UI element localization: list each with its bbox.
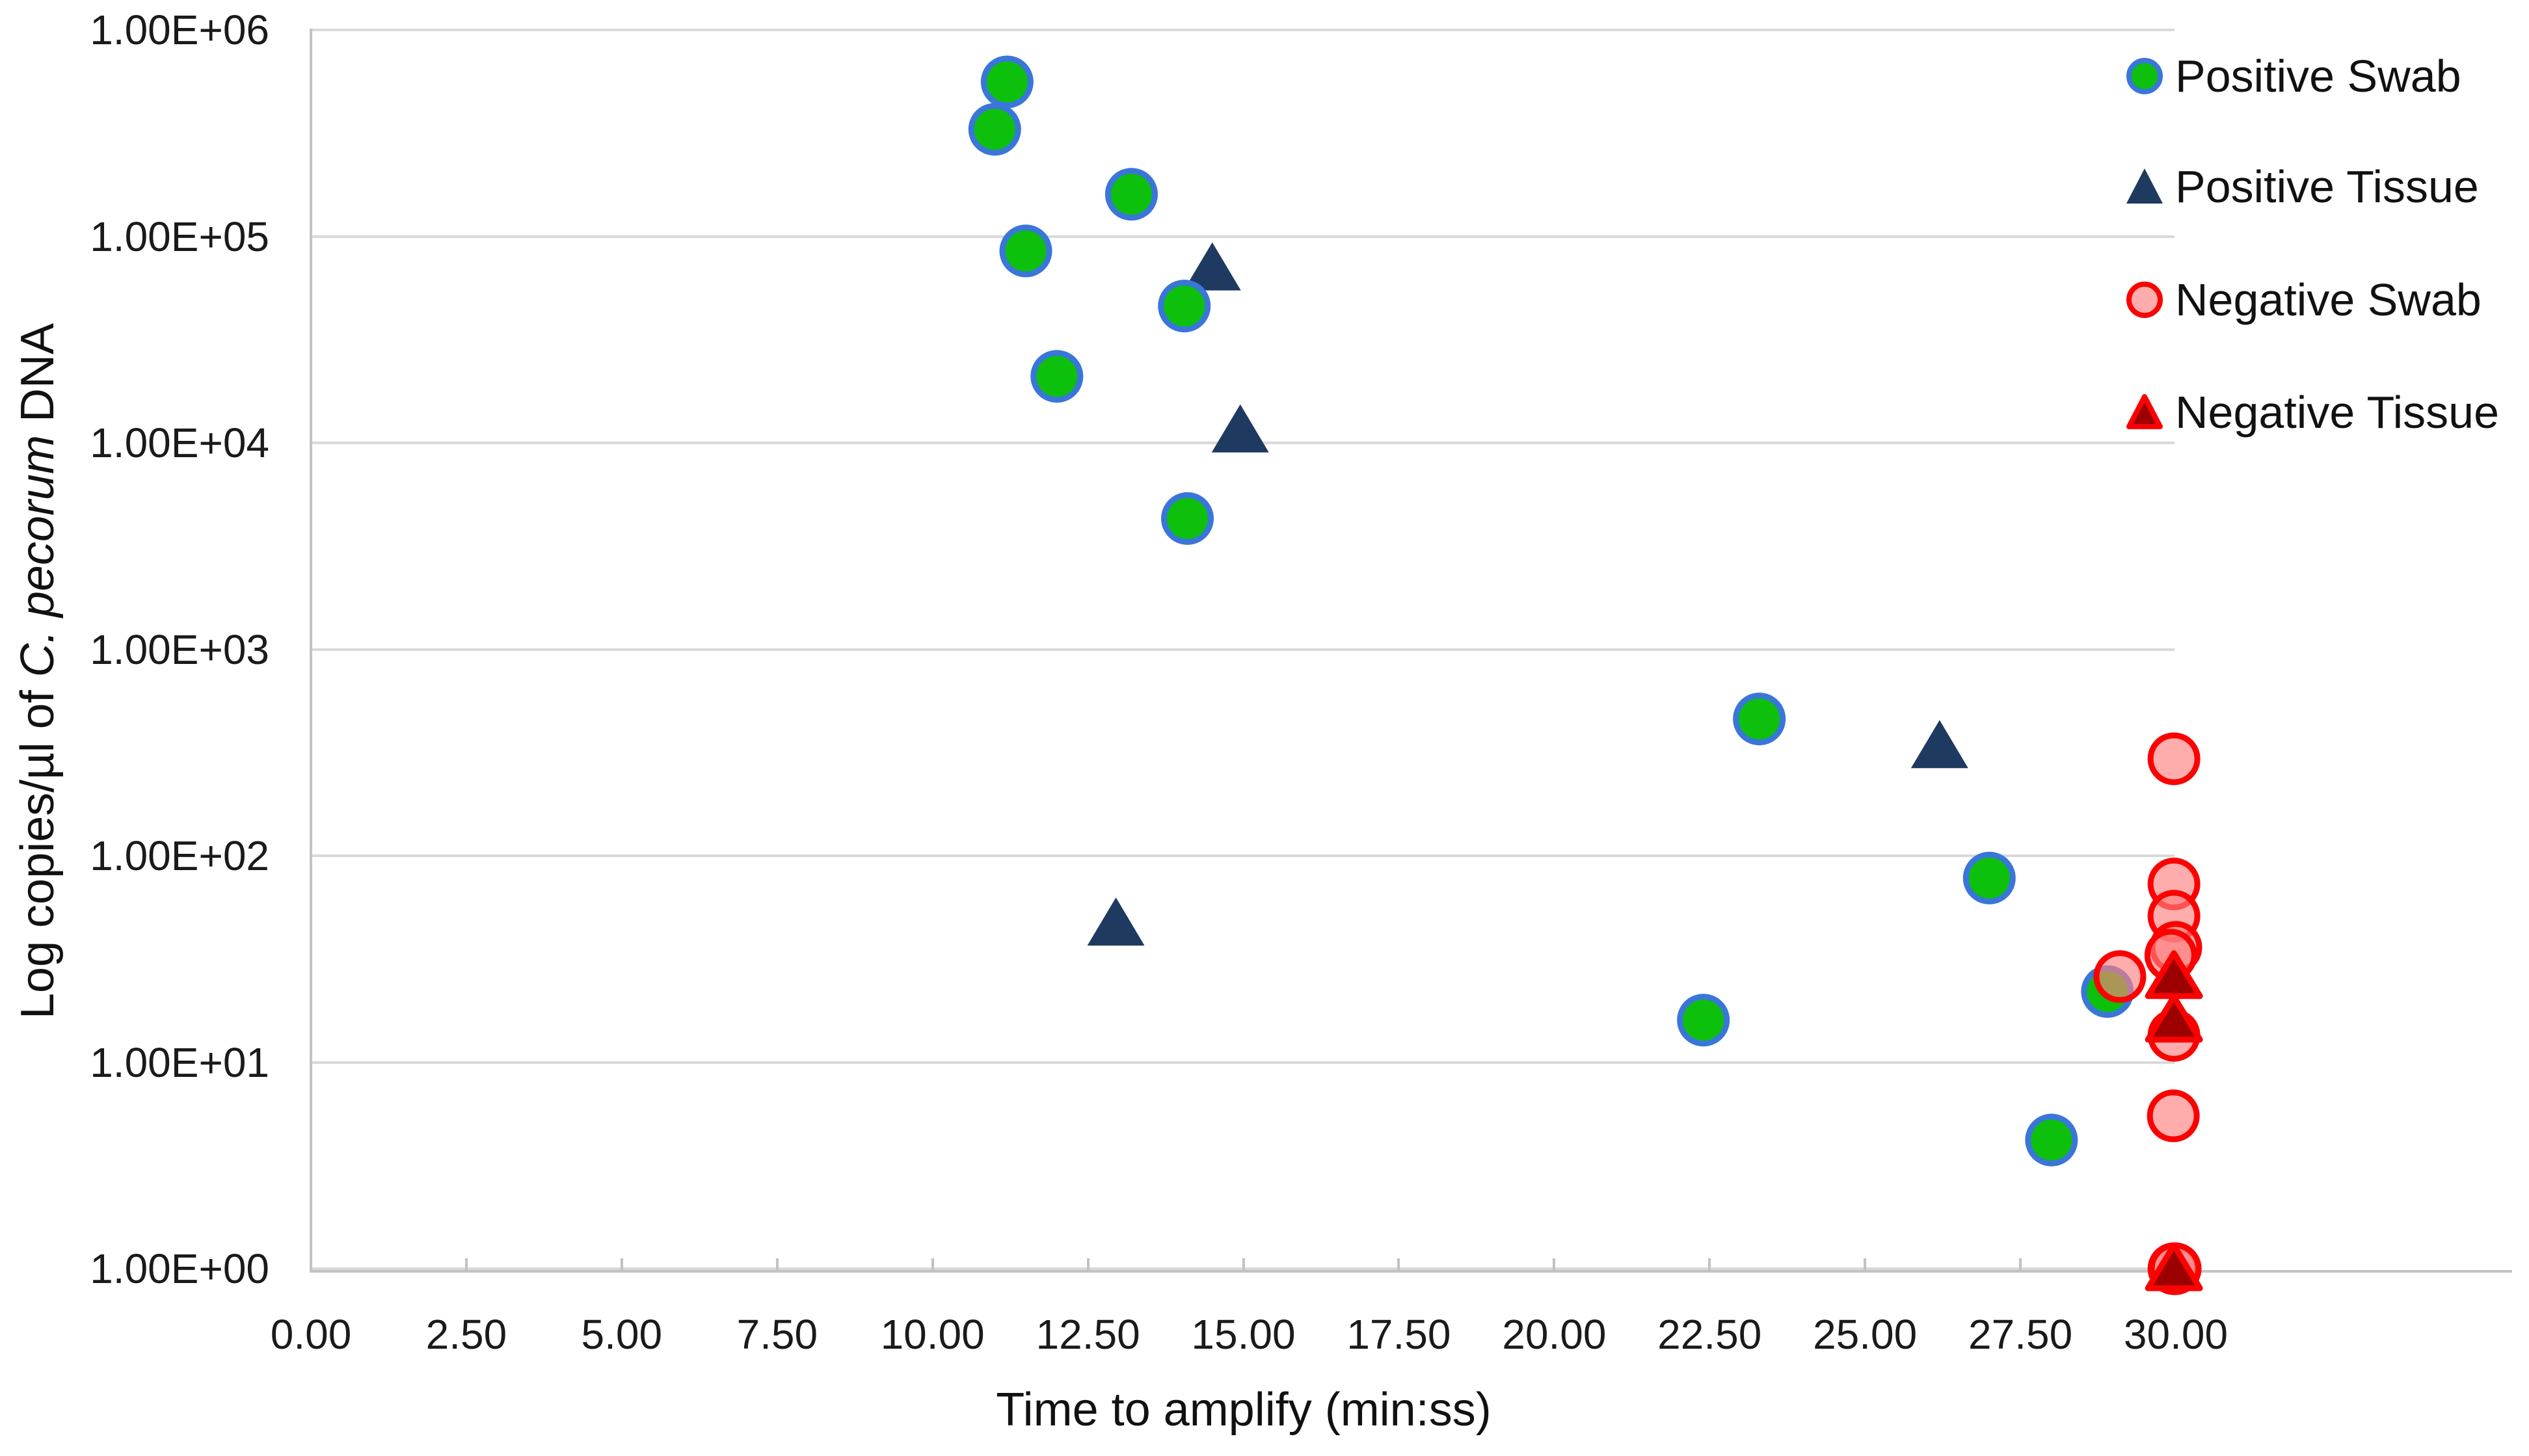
x-tick-label: 2.50 <box>425 1311 507 1358</box>
gridline-1e1 <box>310 1061 2174 1064</box>
x-tick-mark <box>2019 1258 2022 1270</box>
y-tick-label: 1.00E+06 <box>90 7 269 53</box>
data-point-positive-tissue <box>1910 720 1968 769</box>
data-point-positive-swab <box>968 103 1021 156</box>
x-tick-label: 15.00 <box>1191 1311 1296 1358</box>
legend-label: Negative Swab <box>2175 274 2482 325</box>
data-point-negative-swab <box>2147 732 2201 786</box>
data-point-negative-tissue <box>2145 994 2203 1043</box>
x-tick-label: 25.00 <box>1813 1311 1918 1358</box>
x-tick-mark <box>464 1258 468 1270</box>
data-point-negative-swab <box>2093 950 2147 1003</box>
data-point-positive-swab <box>2025 1113 2078 1167</box>
x-tick-label: 30.00 <box>2123 1311 2228 1358</box>
data-point-positive-tissue <box>1183 242 1241 291</box>
x-tick-mark <box>1086 1258 1090 1270</box>
data-point-positive-swab <box>999 224 1052 278</box>
x-tick-mark <box>1553 1258 1556 1270</box>
legend-marker-shape <box>2126 282 2163 318</box>
data-point-positive-swab <box>1677 994 1730 1047</box>
data-point-positive-swab <box>1030 350 1084 403</box>
data-point-positive-swab <box>1733 693 1786 746</box>
gridline-1e5 <box>310 235 2174 238</box>
x-tick-mark <box>1864 1258 1867 1270</box>
x-tick-label: 0.00 <box>270 1311 352 1358</box>
legend-marker-triangle-icon <box>2126 168 2163 204</box>
data-point-positive-swab <box>1962 851 2016 905</box>
gridline-1e6 <box>310 29 2174 31</box>
x-tick-label: 17.50 <box>1346 1311 1451 1358</box>
data-point-positive-tissue <box>1211 404 1269 453</box>
x-tick-mark <box>775 1258 779 1270</box>
legend-item-negative-tissue: Negative Tissue <box>2119 382 2499 442</box>
legend-item-positive-swab: Positive Swab <box>2119 46 2461 106</box>
x-tick-label: 27.50 <box>1968 1311 2073 1358</box>
legend-item-positive-tissue: Positive Tissue <box>2119 157 2479 217</box>
data-point-positive-swab <box>1158 280 1211 333</box>
y-tick-label: 1.00E+00 <box>90 1245 269 1292</box>
legend-label: Positive Swab <box>2175 51 2461 101</box>
x-axis-line <box>310 1270 2512 1273</box>
gridline-1e2 <box>310 854 2174 857</box>
x-tick-label: 7.50 <box>736 1311 818 1358</box>
x-tick-mark <box>1708 1258 1711 1270</box>
data-point-positive-swab <box>1160 492 1214 545</box>
x-tick-label: 5.00 <box>581 1311 663 1358</box>
x-tick-label: 12.50 <box>1036 1311 1140 1358</box>
legend-marker-shape <box>2126 168 2163 204</box>
y-tick-label: 1.00E+05 <box>90 213 269 260</box>
x-tick-mark <box>310 1258 312 1270</box>
data-point-positive-swab <box>1104 168 1158 221</box>
y-tick-label: 1.00E+01 <box>90 1039 269 1086</box>
x-axis-title: Time to amplify (min:ss) <box>996 1384 1492 1436</box>
y-axis-line <box>310 29 312 1273</box>
y-tick-label: 1.00E+02 <box>90 832 269 879</box>
data-point-negative-tissue <box>2145 1242 2203 1291</box>
x-tick-label: 10.00 <box>880 1311 985 1358</box>
legend-item-negative-swab: Negative Swab <box>2119 270 2482 330</box>
gridline-1e3 <box>310 648 2174 651</box>
x-tick-mark <box>1242 1258 1245 1270</box>
legend-marker-shape <box>2126 58 2163 94</box>
legend-marker-shape <box>2126 394 2163 429</box>
x-tick-mark <box>620 1258 623 1270</box>
data-point-negative-swab <box>2147 1089 2200 1143</box>
data-point-positive-swab <box>980 55 1034 109</box>
legend-marker-triangle-icon <box>2126 394 2163 429</box>
x-tick-mark <box>931 1258 934 1270</box>
data-point-positive-tissue <box>1087 897 1145 946</box>
legend-label: Negative Tissue <box>2175 387 2500 438</box>
legend-label: Positive Tissue <box>2175 161 2479 212</box>
y-tick-label: 1.00E+03 <box>90 626 269 673</box>
x-tick-label: 22.50 <box>1657 1311 1762 1358</box>
x-tick-mark <box>1397 1258 1400 1270</box>
y-tick-label: 1.00E+04 <box>90 419 269 466</box>
x-tick-label: 20.00 <box>1502 1311 1607 1358</box>
legend-marker-circle-icon <box>2126 282 2163 318</box>
legend-marker-circle-icon <box>2126 58 2163 94</box>
